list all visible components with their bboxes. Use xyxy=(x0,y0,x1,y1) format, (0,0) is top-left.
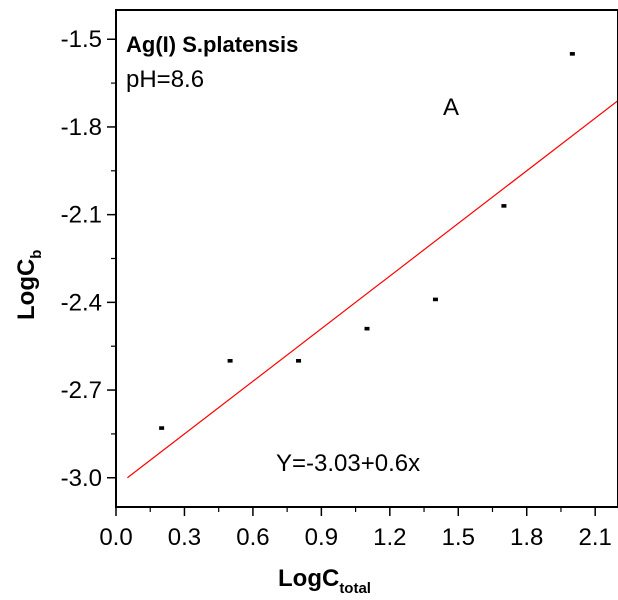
data-point xyxy=(569,52,575,56)
y-axis-title-sub: b xyxy=(28,250,45,259)
x-tick-label: 1.2 xyxy=(373,524,406,551)
x-tick-label: 0.9 xyxy=(305,524,338,551)
plot-frame xyxy=(115,9,618,508)
x-tick-label: 0.3 xyxy=(168,524,201,551)
ticks-layer: 0.0 0.3 0.6 0.9 1.2 1.5 1.8 2.1 -1.5 -1.8 -2.1 -2.4… xyxy=(61,26,612,551)
data-point xyxy=(159,426,165,430)
fit-equation: Y=-3.03+0.6x xyxy=(276,450,420,477)
data-point xyxy=(501,204,507,208)
x-tick-label: 0.0 xyxy=(99,524,132,551)
chart-title: Ag(I) S.platensis xyxy=(126,32,298,57)
y-axis-title-main: LogC xyxy=(13,259,40,320)
panel-label: A xyxy=(443,94,459,121)
x-axis-title-main: LogC xyxy=(278,565,339,592)
y-tick-label: -1.5 xyxy=(61,26,102,53)
y-tick-label: -2.7 xyxy=(61,377,102,404)
x-axis-title-sub: total xyxy=(339,580,371,597)
y-tick-label: -1.8 xyxy=(61,114,102,141)
y-axis-title: LogCb xyxy=(13,250,45,320)
x-tick-label: 0.6 xyxy=(236,524,269,551)
y-tick-label: -3.0 xyxy=(61,465,102,492)
x-tick-label: 1.5 xyxy=(442,524,475,551)
y-tick-label: -2.4 xyxy=(61,289,102,316)
data-points xyxy=(159,52,575,430)
x-tick-label: 2.1 xyxy=(578,524,611,551)
data-point xyxy=(227,359,233,363)
y-tick-label: -2.1 xyxy=(61,202,102,229)
data-point xyxy=(432,297,438,302)
x-axis-title: LogCtotal xyxy=(278,565,371,597)
data-point xyxy=(364,326,370,331)
chart-subtitle: pH=8.6 xyxy=(126,66,204,93)
data-point xyxy=(296,359,302,363)
fit-line xyxy=(127,100,618,479)
x-tick-label: 1.8 xyxy=(510,524,543,551)
